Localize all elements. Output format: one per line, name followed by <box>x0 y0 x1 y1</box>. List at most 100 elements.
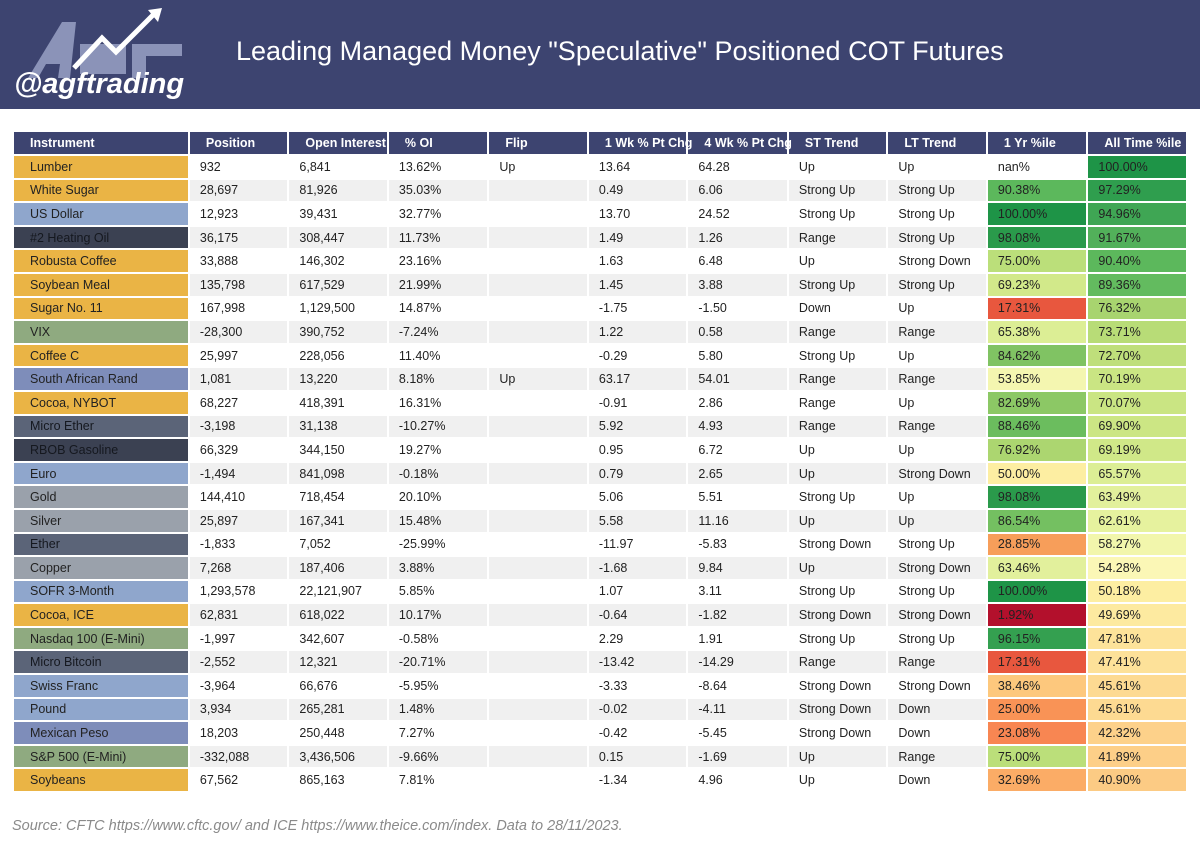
cell-alltime-pctile: 62.61% <box>1088 509 1186 534</box>
cell-instrument: Micro Bitcoin <box>14 651 188 676</box>
table-header-row: Instrument Position Open Interest % OI F… <box>14 132 1186 156</box>
cell-1wk-chg: -0.91 <box>588 391 687 416</box>
cell-alltime-pctile: 76.32% <box>1088 297 1186 322</box>
cell-4wk-chg: 4.93 <box>688 415 787 440</box>
cell-position: 33,888 <box>189 250 288 274</box>
cell-4wk-chg: 6.48 <box>688 250 787 274</box>
cell-pct-oi: -25.99% <box>388 533 488 558</box>
cell-st-trend: Strong Down <box>788 698 887 723</box>
cell-1wk-chg: 13.64 <box>588 156 687 180</box>
col-header-alltime-pctile: All Time %ile <box>1088 132 1186 156</box>
cell-alltime-pctile: 45.61% <box>1088 675 1186 699</box>
cell-open-interest: 841,098 <box>289 462 387 487</box>
handle-text: @agftrading <box>14 68 185 100</box>
cell-flip <box>489 675 587 699</box>
cell-open-interest: 228,056 <box>289 344 387 369</box>
cell-1wk-chg: -11.97 <box>588 533 687 558</box>
cell-st-trend: Up <box>788 557 887 581</box>
cell-1yr-pctile: 98.08% <box>987 226 1087 251</box>
cell-pct-oi: 19.27% <box>388 439 488 463</box>
cell-lt-trend: Up <box>888 439 986 463</box>
cell-instrument: Robusta Coffee <box>14 250 188 274</box>
cell-st-trend: Up <box>788 509 887 534</box>
cell-flip <box>489 769 587 794</box>
cell-alltime-pctile: 91.67% <box>1088 226 1186 251</box>
cell-lt-trend: Up <box>888 509 986 534</box>
cell-instrument: Nasdaq 100 (E-Mini) <box>14 627 188 652</box>
cell-4wk-chg: 4.96 <box>688 769 787 794</box>
cell-4wk-chg: 24.52 <box>688 203 787 227</box>
cell-alltime-pctile: 69.90% <box>1088 415 1186 440</box>
cell-1wk-chg: 1.63 <box>588 250 687 274</box>
cell-instrument: Soybeans <box>14 769 188 794</box>
cot-table: Instrument Position Open Interest % OI F… <box>12 132 1188 794</box>
cell-lt-trend: Strong Down <box>888 675 986 699</box>
cell-1wk-chg: 0.95 <box>588 439 687 463</box>
cell-flip <box>489 745 587 770</box>
cell-lt-trend: Strong Up <box>888 179 986 204</box>
table-row: Euro -1,494 841,098 -0.18% 0.79 2.65 Up Strong … <box>14 462 1186 487</box>
cell-st-trend: Up <box>788 250 887 274</box>
cell-position: 36,175 <box>189 226 288 251</box>
cell-pct-oi: 16.31% <box>388 391 488 416</box>
cell-instrument: Ether <box>14 533 188 558</box>
cell-alltime-pctile: 54.28% <box>1088 557 1186 581</box>
agf-logo-icon <box>28 8 182 78</box>
cell-lt-trend: Strong Down <box>888 462 986 487</box>
cell-pct-oi: 7.81% <box>388 769 488 794</box>
cell-st-trend: Strong Up <box>788 203 887 227</box>
cell-open-interest: 66,676 <box>289 675 387 699</box>
cell-4wk-chg: -14.29 <box>688 651 787 676</box>
cell-position: 67,562 <box>189 769 288 794</box>
col-header-1yr-pctile: 1 Yr %ile <box>987 132 1087 156</box>
cell-alltime-pctile: 69.19% <box>1088 439 1186 463</box>
cell-4wk-chg: 3.88 <box>688 273 787 298</box>
cell-1yr-pctile: 38.46% <box>987 675 1087 699</box>
cell-open-interest: 265,281 <box>289 698 387 723</box>
cell-lt-trend: Range <box>888 321 986 345</box>
cell-1wk-chg: 1.49 <box>588 226 687 251</box>
cell-1wk-chg: 1.07 <box>588 580 687 605</box>
cell-open-interest: 344,150 <box>289 439 387 463</box>
cell-position: -3,964 <box>189 675 288 699</box>
cell-1wk-chg: -1.75 <box>588 297 687 322</box>
cell-pct-oi: 3.88% <box>388 557 488 581</box>
cell-1wk-chg: 1.22 <box>588 321 687 345</box>
cell-open-interest: 187,406 <box>289 557 387 581</box>
table-row: White Sugar 28,697 81,926 35.03% 0.49 6.06 Str… <box>14 179 1186 204</box>
table-row: Robusta Coffee 33,888 146,302 23.16% 1.63 6.4… <box>14 250 1186 274</box>
cell-open-interest: 617,529 <box>289 273 387 298</box>
cell-pct-oi: 13.62% <box>388 156 488 180</box>
cell-pct-oi: -9.66% <box>388 745 488 770</box>
cell-lt-trend: Strong Down <box>888 557 986 581</box>
table-row: Swiss Franc -3,964 66,676 -5.95% -3.33 -8.64 S… <box>14 675 1186 699</box>
cell-alltime-pctile: 42.32% <box>1088 722 1186 746</box>
table-row: Coffee C 25,997 228,056 11.40% -0.29 5.80 Stro… <box>14 344 1186 369</box>
cell-alltime-pctile: 40.90% <box>1088 769 1186 794</box>
cell-4wk-chg: 1.26 <box>688 226 787 251</box>
table-row: Ether -1,833 7,052 -25.99% -11.97 -5.83 Strong… <box>14 533 1186 558</box>
cell-1yr-pctile: 96.15% <box>987 627 1087 652</box>
cell-instrument: Mexican Peso <box>14 722 188 746</box>
cell-open-interest: 81,926 <box>289 179 387 204</box>
cell-1yr-pctile: 28.85% <box>987 533 1087 558</box>
col-header-pct-oi: % OI <box>388 132 488 156</box>
cell-position: -332,088 <box>189 745 288 770</box>
cell-instrument: S&P 500 (E-Mini) <box>14 745 188 770</box>
cell-1wk-chg: -0.64 <box>588 604 687 628</box>
cell-open-interest: 13,220 <box>289 368 387 392</box>
cell-flip <box>489 344 587 369</box>
cell-alltime-pctile: 97.29% <box>1088 179 1186 204</box>
cell-lt-trend: Strong Down <box>888 250 986 274</box>
cell-instrument: Swiss Franc <box>14 675 188 699</box>
col-header-4wk-chg: 4 Wk % Pt Chg <box>688 132 792 156</box>
page-title: Leading Managed Money "Speculative" Posi… <box>236 36 1004 66</box>
cell-alltime-pctile: 41.89% <box>1088 745 1186 770</box>
cell-alltime-pctile: 50.18% <box>1088 580 1186 605</box>
cell-1yr-pctile: 69.23% <box>987 273 1087 298</box>
cell-alltime-pctile: 49.69% <box>1088 604 1186 628</box>
cell-flip <box>489 226 587 251</box>
cell-1wk-chg: 13.70 <box>588 203 687 227</box>
cell-alltime-pctile: 72.70% <box>1088 344 1186 369</box>
col-header-position: Position <box>189 132 288 156</box>
